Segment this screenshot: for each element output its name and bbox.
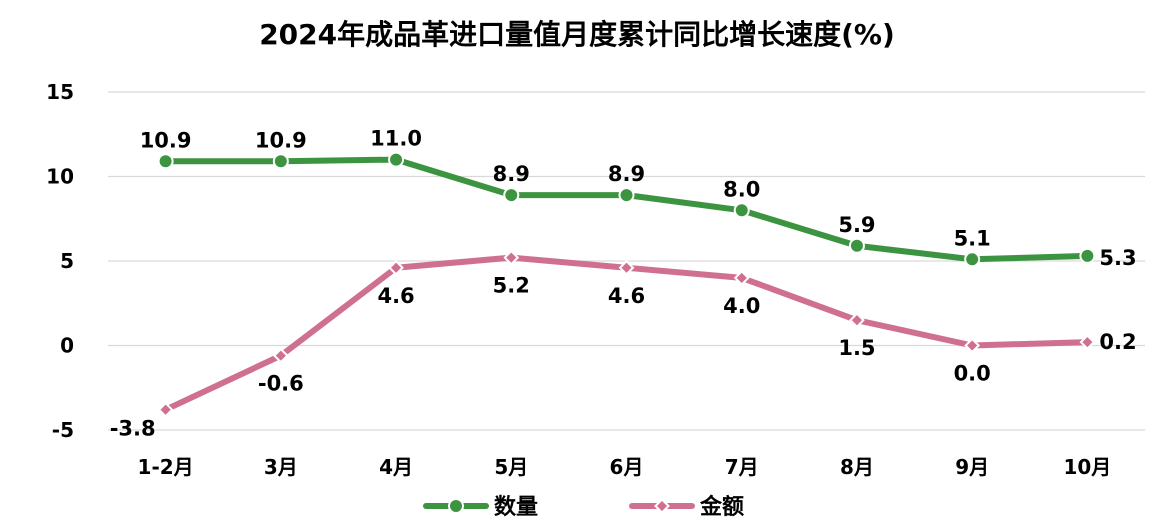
data-point bbox=[964, 251, 981, 268]
y-axis-ticks: 15 10 5 0 -5 bbox=[46, 80, 74, 442]
data-point bbox=[388, 259, 404, 276]
data-label: -0.6 bbox=[258, 372, 304, 396]
y-tick-label: -5 bbox=[52, 418, 74, 442]
series-line-1 bbox=[162, 254, 1091, 413]
data-label: 10.9 bbox=[255, 128, 307, 152]
data-label: 4.6 bbox=[377, 284, 414, 308]
x-tick-label: 9月 bbox=[955, 455, 989, 479]
legend-label: 金额 bbox=[699, 494, 744, 520]
x-axis-ticks: 1-2月 3月 4月 5月 6月 7月 8月 9月 10月 bbox=[138, 455, 1112, 479]
x-tick-label: 4月 bbox=[379, 455, 413, 479]
x-tick-label: 7月 bbox=[725, 455, 759, 479]
data-labels: 10.9 10.9 11.0 8.9 8.9 8.0 5.9 5.1 5.3 -3.8 -0.6 4.… bbox=[110, 127, 1137, 441]
data-point bbox=[618, 187, 635, 204]
data-point bbox=[848, 237, 865, 254]
data-label: 10.9 bbox=[140, 128, 192, 152]
series-lines bbox=[157, 151, 1096, 418]
data-point bbox=[964, 337, 981, 354]
data-point bbox=[849, 312, 865, 329]
data-label: 5.2 bbox=[493, 274, 530, 298]
y-tick-label: 5 bbox=[60, 249, 74, 273]
y-tick-label: 0 bbox=[60, 334, 74, 358]
legend-label: 数量 bbox=[494, 494, 538, 520]
data-label: 0.2 bbox=[1099, 330, 1136, 354]
data-point bbox=[157, 401, 174, 418]
x-tick-label: 1-2月 bbox=[138, 455, 194, 479]
data-point bbox=[272, 347, 289, 364]
data-point bbox=[388, 151, 405, 168]
data-point bbox=[157, 153, 174, 170]
data-point bbox=[503, 249, 520, 266]
legend-marker bbox=[448, 498, 464, 514]
data-label: 8.9 bbox=[493, 162, 530, 186]
data-point bbox=[733, 269, 750, 286]
data-label: 11.0 bbox=[370, 127, 422, 151]
y-tick-label: 10 bbox=[46, 165, 74, 189]
data-point bbox=[272, 153, 289, 170]
data-label: 1.5 bbox=[838, 336, 875, 360]
data-point bbox=[618, 259, 635, 276]
data-label: 8.0 bbox=[723, 177, 760, 201]
x-tick-label: 5月 bbox=[494, 455, 528, 479]
x-tick-label: 6月 bbox=[610, 455, 644, 479]
data-label: 8.9 bbox=[608, 162, 645, 186]
x-tick-label: 10月 bbox=[1063, 455, 1111, 479]
data-point bbox=[1079, 247, 1096, 264]
data-label: 5.3 bbox=[1099, 246, 1136, 270]
data-label: 4.0 bbox=[723, 294, 760, 318]
chart-title: 2024年成品革进口量值月度累计同比增长速度(%) bbox=[259, 18, 895, 51]
data-label: 5.1 bbox=[954, 226, 991, 250]
data-point bbox=[1079, 334, 1096, 351]
data-label: 0.0 bbox=[954, 362, 991, 386]
x-tick-label: 3月 bbox=[264, 455, 298, 479]
data-point bbox=[733, 202, 750, 219]
y-tick-label: 15 bbox=[46, 80, 74, 104]
data-label: 4.6 bbox=[608, 284, 645, 308]
data-point bbox=[503, 187, 520, 204]
legend-marker bbox=[654, 498, 670, 514]
data-label: 5.9 bbox=[838, 213, 875, 237]
x-tick-label: 8月 bbox=[840, 455, 874, 479]
legend: 数量 金额 bbox=[423, 494, 744, 520]
data-label: -3.8 bbox=[110, 417, 156, 441]
